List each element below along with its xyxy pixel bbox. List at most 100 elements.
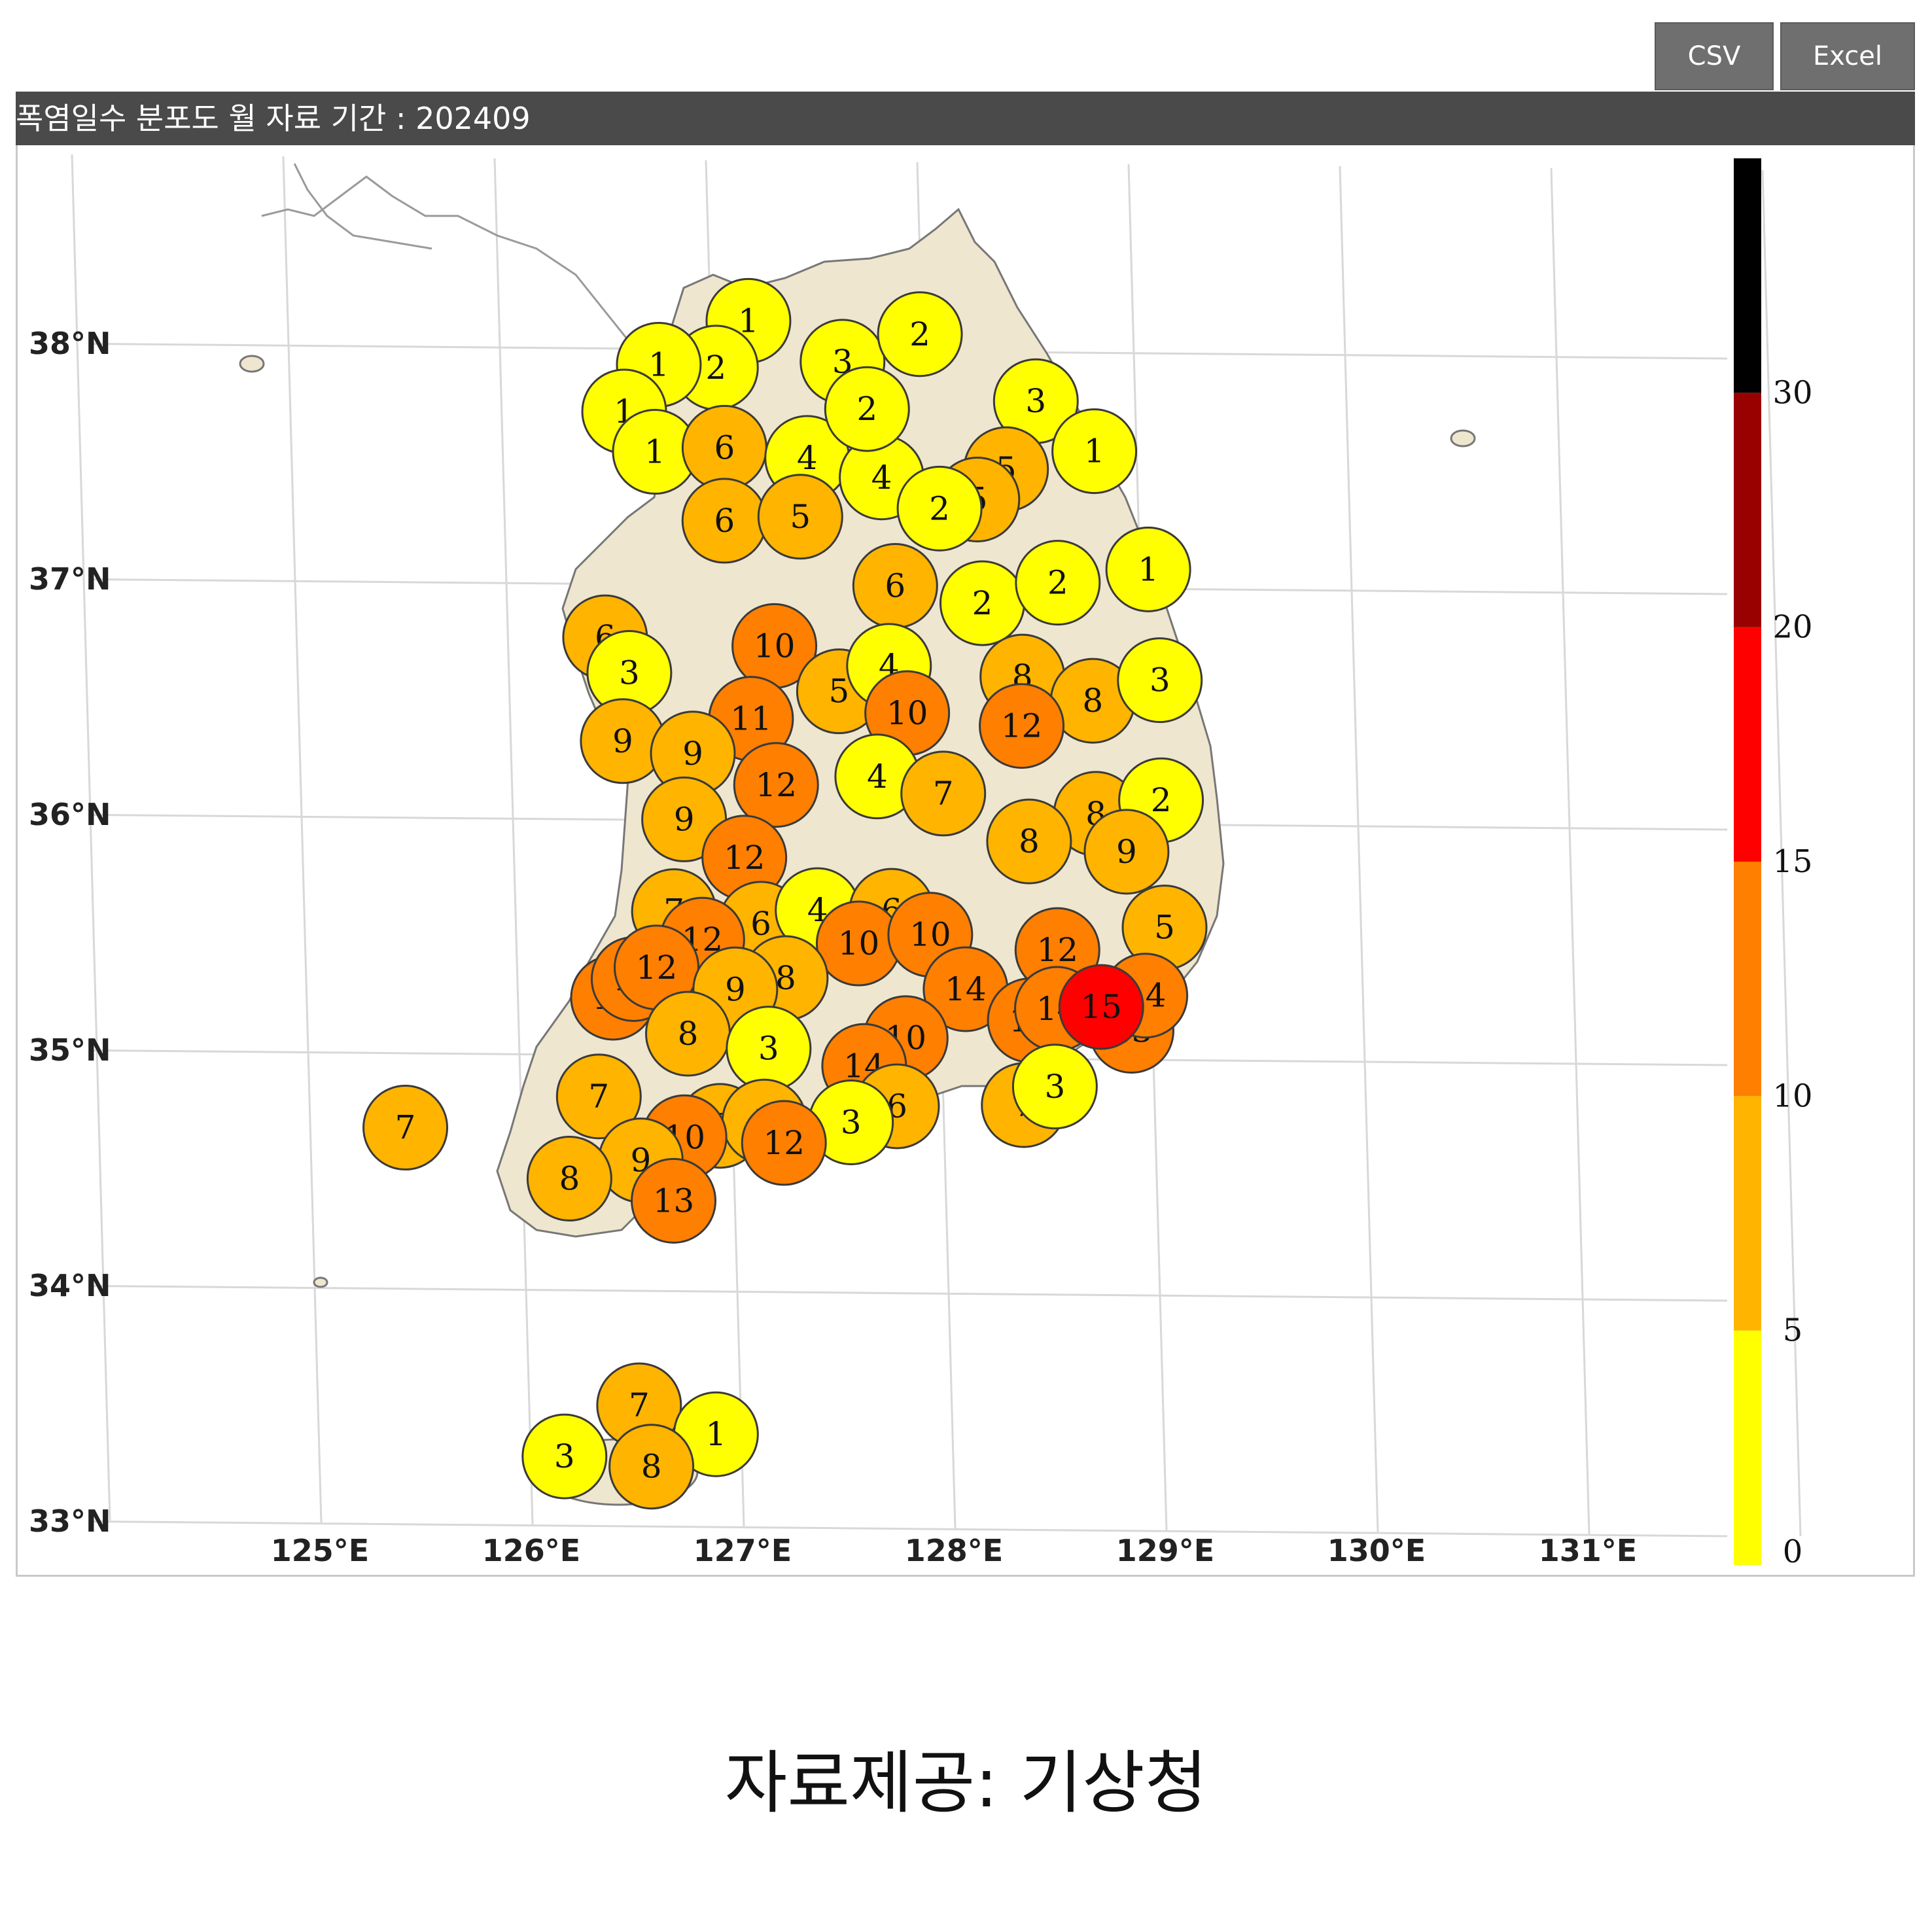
- station-value-label: 7: [933, 775, 954, 813]
- station-marker: 12: [741, 1100, 827, 1186]
- small-island-sw: [313, 1276, 328, 1288]
- meridian-line: [1339, 166, 1379, 1533]
- station-marker: 14: [922, 946, 1009, 1032]
- station-value-label: 3: [619, 654, 640, 692]
- station-circle: [741, 1100, 827, 1186]
- station-value-label: 12: [636, 949, 678, 987]
- lon-label: 129°E: [1116, 1533, 1214, 1568]
- station-value-label: 13: [653, 1182, 695, 1220]
- station-value-label: 15: [1080, 988, 1122, 1026]
- station-value-label: 2: [909, 315, 930, 353]
- legend-tick-label: 5: [1783, 1312, 1803, 1349]
- station-circle: [877, 291, 963, 378]
- station-value-label: 12: [1001, 707, 1043, 745]
- station-marker: 8: [526, 1135, 612, 1221]
- station-value-label: 12: [763, 1124, 805, 1162]
- station-circle: [1083, 809, 1170, 895]
- station-marker: 3: [1011, 1044, 1098, 1130]
- station-value-label: 8: [678, 1015, 699, 1053]
- station-circle: [979, 683, 1065, 769]
- station-marker: 8: [608, 1424, 695, 1510]
- legend-color-band: [1734, 393, 1761, 627]
- station-value-label: 3: [554, 1437, 575, 1475]
- lat-label: 35°N: [29, 1032, 111, 1068]
- station-marker: 3: [808, 1079, 894, 1165]
- station-marker: 9: [580, 698, 666, 784]
- parallel-line: [91, 1285, 1728, 1302]
- legend-color-band: [1734, 1096, 1761, 1331]
- station-marker: 2: [877, 291, 963, 378]
- station-marker: 3: [726, 1006, 812, 1092]
- station-value-label: 1: [1084, 432, 1105, 470]
- station-value-label: 5: [790, 498, 811, 536]
- lon-label: 125°E: [271, 1533, 369, 1568]
- lat-label: 38°N: [29, 326, 111, 361]
- color-legend: 0 5 10 15 20 30: [1734, 158, 1813, 1570]
- station-marker: 5: [1121, 885, 1208, 971]
- ulleung-island: [1450, 429, 1476, 448]
- legend-color-band: [1734, 862, 1761, 1097]
- station-value-label: 7: [629, 1386, 650, 1424]
- station-value-label: 10: [838, 924, 880, 962]
- station-marker: 4: [834, 733, 921, 820]
- station-marker: 12: [701, 815, 788, 901]
- station-marker: 10: [864, 670, 951, 756]
- legend-tick-label: 20: [1772, 609, 1812, 646]
- station-value-label: 14: [945, 970, 987, 1008]
- station-value-label: 2: [1151, 781, 1172, 819]
- station-value-label: 1: [1138, 550, 1159, 588]
- station-circle: [824, 366, 910, 452]
- station-circle: [1011, 1044, 1098, 1130]
- lon-label: 126°E: [482, 1533, 580, 1568]
- station-marker: 9: [1083, 809, 1170, 895]
- csv-download-button[interactable]: CSV: [1655, 22, 1774, 90]
- station-marker: 9: [641, 776, 728, 862]
- station-circle: [1015, 540, 1101, 626]
- lon-label: 127°E: [694, 1533, 792, 1568]
- station-marker: 6: [681, 404, 767, 491]
- station-marker: 2: [824, 366, 910, 452]
- station-circle: [526, 1135, 612, 1221]
- station-marker: 3: [586, 630, 673, 716]
- station-value-label: 6: [714, 429, 735, 466]
- station-value-label: 5: [828, 673, 849, 711]
- station-circle: [1117, 637, 1203, 724]
- station-value-label: 1: [648, 345, 669, 383]
- station-value-label: 3: [1150, 661, 1170, 699]
- station-circle: [608, 1424, 695, 1510]
- legend-tick-label: 0: [1783, 1534, 1803, 1570]
- station-marker: 13: [631, 1157, 717, 1244]
- station-value-label: 4: [867, 758, 888, 796]
- legend-color-band: [1734, 627, 1761, 862]
- station-value-label: 6: [750, 905, 771, 943]
- station-marker: 8: [645, 991, 731, 1077]
- station-marker: 1: [612, 409, 698, 495]
- station-marker: 6: [852, 543, 938, 629]
- station-value-label: 4: [797, 439, 818, 477]
- northern-coast: [261, 175, 656, 368]
- station-marker: 10: [731, 603, 818, 689]
- station-value-label: 8: [1019, 822, 1040, 860]
- excel-download-button[interactable]: Excel: [1780, 22, 1915, 90]
- station-marker: 7: [362, 1085, 449, 1171]
- station-circle: [986, 798, 1072, 885]
- station-circle: [1051, 408, 1138, 495]
- meridian-line: [1550, 167, 1590, 1535]
- station-marker: 7: [900, 750, 987, 837]
- station-marker: 5: [757, 474, 843, 560]
- station-markers: 1211164432231552656221631054883111012991…: [362, 277, 1208, 1510]
- station-circle: [555, 1053, 642, 1140]
- legend-tick-label: 30: [1772, 374, 1812, 411]
- station-value-label: 6: [714, 502, 735, 540]
- station-circle: [757, 474, 843, 560]
- station-marker: 1: [1051, 408, 1138, 495]
- station-marker: 6: [681, 478, 767, 564]
- station-circle: [896, 465, 983, 552]
- station-value-label: 11: [730, 700, 772, 738]
- parallel-line: [91, 1520, 1728, 1537]
- station-marker: 8: [986, 798, 1072, 885]
- station-marker: 7: [555, 1053, 642, 1140]
- station-circle: [1058, 964, 1144, 1050]
- station-value-label: 9: [682, 735, 703, 773]
